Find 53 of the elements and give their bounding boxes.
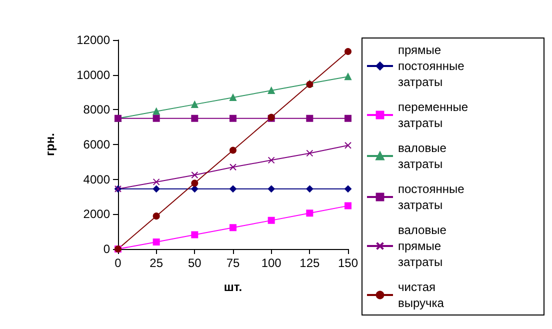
x-tick-label: 75 [226,256,240,270]
point [268,87,275,94]
point [230,146,236,154]
point [152,185,160,192]
y-tick-label: 12000 [76,33,110,47]
y-tick-label: 2000 [83,207,110,222]
point [230,185,236,192]
point [306,185,314,192]
point [230,164,236,171]
legend-label: валовые затраты [398,141,450,171]
x-tick-label: 0 [114,256,122,270]
legend-label: прямые постоянные затраты [398,43,468,89]
legend-label: чистая выручка [398,280,444,310]
point [152,114,160,122]
point [152,178,160,186]
point [268,185,275,192]
y-tick-label: 10000 [76,68,110,82]
point [268,156,275,164]
y-tick-label: 0 [103,242,110,256]
legend-label: валовые прямые затраты [398,223,450,269]
point [344,114,352,122]
x-tick-label: 125 [300,256,320,270]
point [191,114,198,122]
y-tick-label: 8000 [83,102,110,117]
x-axis-title: шт. [224,280,242,294]
point [344,142,352,149]
x-tick-label: 150 [338,256,358,270]
point [230,94,236,101]
point [230,114,236,122]
point [191,171,198,178]
legend-label: переменные затраты [398,100,472,130]
point [306,210,314,217]
legend-label: постоянные затраты [398,182,468,212]
x-tick-label: 50 [188,256,202,270]
y-axis-title: грн. [43,133,57,156]
point [191,231,198,238]
point [152,212,160,220]
point [152,108,160,115]
y-tick-label: 6000 [83,138,110,152]
x-tick-label: 100 [261,256,282,270]
point [191,100,198,108]
point [268,216,275,224]
point [344,73,352,80]
point [191,180,198,187]
point [344,202,352,210]
point [306,150,314,157]
point [152,238,160,246]
point [344,185,352,192]
y-tick-label: 4000 [83,172,110,186]
point [306,114,314,122]
x-tick-label: 25 [150,256,164,270]
point [344,48,352,55]
point [230,224,236,232]
